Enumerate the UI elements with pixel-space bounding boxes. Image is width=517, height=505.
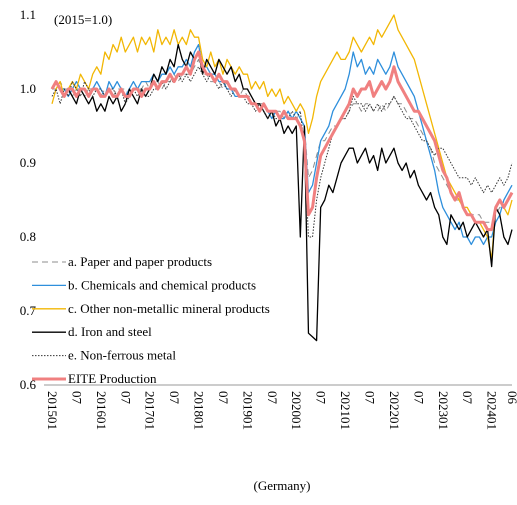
legend-label: e. Non-ferrous metal xyxy=(68,348,176,363)
series-line xyxy=(51,43,513,246)
x-tick-label: 07 xyxy=(265,391,280,405)
x-tick-label: 07 xyxy=(216,391,231,405)
x-tick-label: 202201 xyxy=(387,391,402,430)
x-tick-label: 07 xyxy=(363,391,378,405)
x-tick-label: 202101 xyxy=(338,391,353,430)
series-line xyxy=(51,14,513,260)
x-tick-label: 201801 xyxy=(192,391,207,430)
x-tick-label: 201701 xyxy=(143,391,158,430)
x-tick-label: 202001 xyxy=(289,391,304,430)
y-tick-label: 0.7 xyxy=(20,303,37,318)
x-tick-label: 06 xyxy=(505,391,517,405)
x-axis-label: (Germany) xyxy=(253,478,310,493)
y-tick-label: 0.9 xyxy=(20,155,36,170)
annotation: (2015=1.0) xyxy=(54,12,112,27)
y-tick-label: 1.1 xyxy=(20,7,36,22)
y-tick-label: 0.8 xyxy=(20,229,36,244)
legend-label: c. Other non-metallic mineral products xyxy=(68,301,270,316)
legend-label: a. Paper and paper products xyxy=(68,254,212,269)
series-line xyxy=(51,66,513,238)
legend-label: EITE Production xyxy=(68,371,157,386)
x-tick-label: 201901 xyxy=(240,391,255,430)
x-tick-label: 202301 xyxy=(436,391,451,430)
legend-label: d. Iron and steel xyxy=(68,324,152,339)
y-tick-label: 0.6 xyxy=(20,377,37,392)
legend-label: b. Chemicals and chemical products xyxy=(68,277,256,292)
x-tick-label: 07 xyxy=(167,391,182,405)
x-tick-label: 07 xyxy=(69,391,84,405)
x-tick-label: 201601 xyxy=(94,391,109,430)
y-tick-label: 1.0 xyxy=(20,81,36,96)
x-tick-label: 07 xyxy=(118,391,133,405)
x-tick-label: 201501 xyxy=(45,391,60,430)
series-line xyxy=(52,58,513,223)
x-tick-label: 07 xyxy=(411,391,426,405)
series-line xyxy=(51,43,513,342)
series-line xyxy=(50,50,514,232)
x-tick-label: 07 xyxy=(460,391,475,405)
x-tick-label: 07 xyxy=(314,391,329,405)
x-tick-label: 202401 xyxy=(485,391,500,430)
